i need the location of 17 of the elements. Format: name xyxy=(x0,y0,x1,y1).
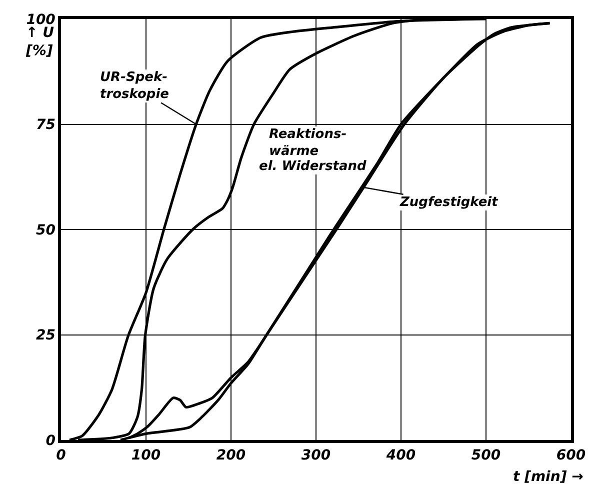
x-tick-label: 0 xyxy=(56,448,66,464)
x-tick-label: 200 xyxy=(216,448,246,464)
y-axis-title: ↑ U [%] xyxy=(25,25,55,60)
text: UR-Spek- troskopie xyxy=(100,70,170,102)
y-tick-label: 0 xyxy=(46,432,56,449)
text: Zugfestigkeit xyxy=(399,195,499,210)
x-tick-label: 300 xyxy=(301,448,331,464)
y-tick-label: 75 xyxy=(36,117,56,134)
y-tick-label: 25 xyxy=(36,328,56,344)
x-tick-label: 500 xyxy=(471,448,501,464)
x-tick-label: 400 xyxy=(385,448,416,464)
x-tick-label: 600 xyxy=(556,448,586,464)
y-tick-label: 100 xyxy=(26,12,56,28)
y-tick-label: 50 xyxy=(36,222,56,238)
series-label: el. Widerstand xyxy=(259,159,368,174)
x-tick-label: 100 xyxy=(131,448,161,464)
x-axis-title: t [min] → xyxy=(513,469,584,485)
